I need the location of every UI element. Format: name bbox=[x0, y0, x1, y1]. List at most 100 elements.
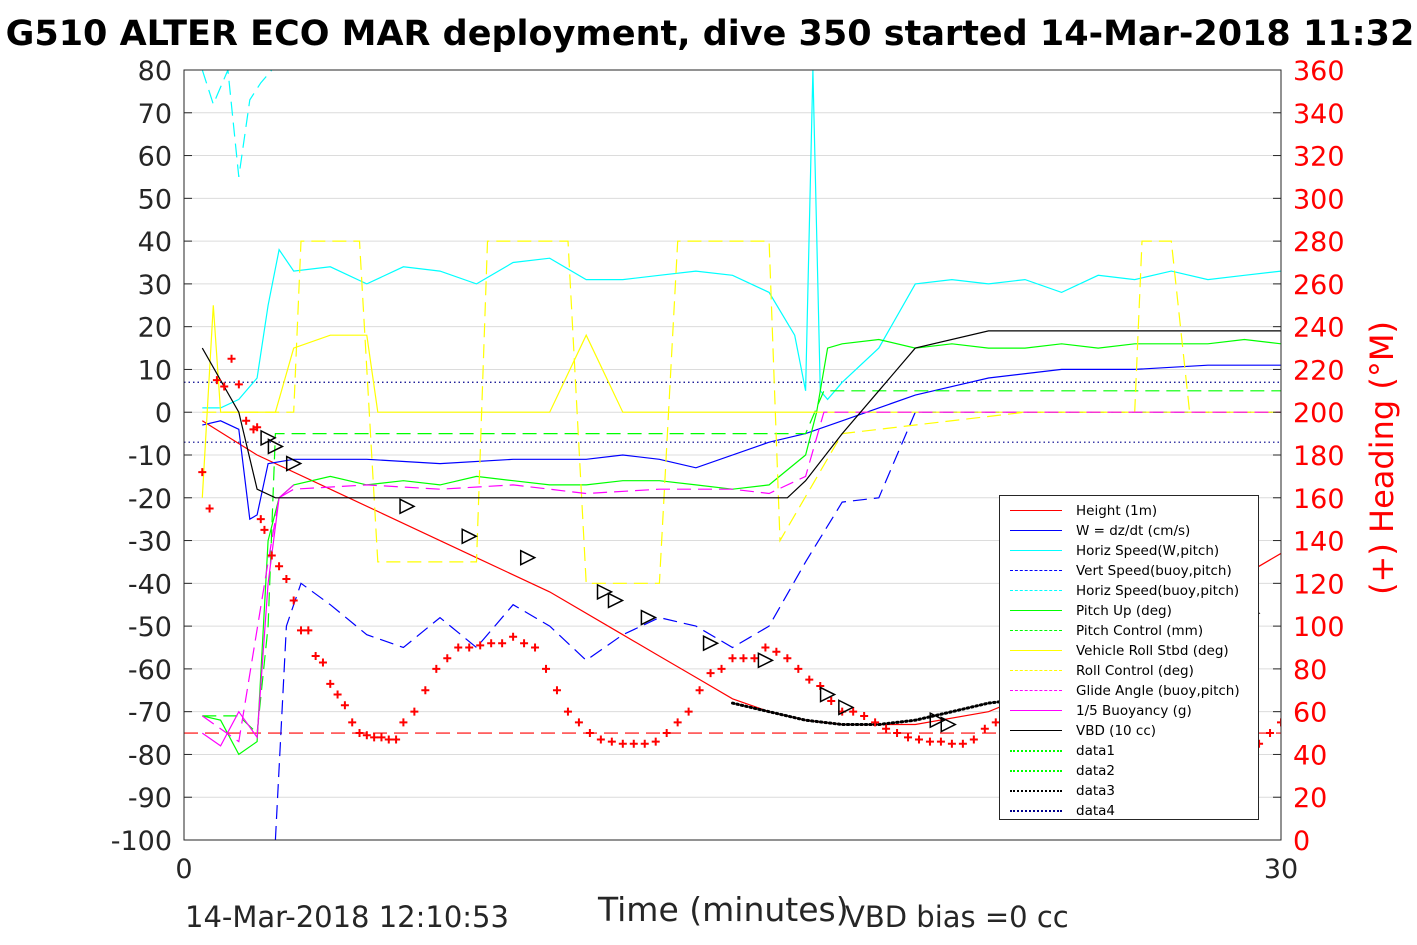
series-line-pitch-control-mm- bbox=[202, 390, 1281, 735]
heading-point bbox=[552, 686, 561, 695]
series-line-w-dz-dt-cm-s- bbox=[202, 364, 1281, 521]
right-tick-label: 80 bbox=[1293, 655, 1327, 686]
legend-entry: Horiz Speed(buoy,pitch) bbox=[1000, 582, 1260, 602]
heading-point bbox=[498, 639, 507, 648]
heading-point bbox=[370, 733, 379, 742]
legend-swatch bbox=[1010, 630, 1062, 631]
legend-entry: data2 bbox=[1000, 762, 1260, 782]
heading-point bbox=[531, 643, 540, 652]
triangle-marker bbox=[519, 549, 537, 566]
heading-point bbox=[706, 669, 715, 678]
left-tick-label: -100 bbox=[111, 826, 172, 857]
footer-vbd-bias: VBD bias =0 cc bbox=[845, 900, 1069, 934]
heading-point bbox=[728, 654, 737, 663]
heading-point bbox=[1332, 695, 1340, 703]
heading-point bbox=[256, 515, 265, 524]
triangle-marker bbox=[461, 528, 478, 545]
series-line-vehicle-roll-stbd-deg- bbox=[201, 305, 1281, 498]
triangle-marker bbox=[929, 712, 946, 729]
heading-point bbox=[750, 654, 759, 663]
heading-point bbox=[443, 654, 452, 663]
heading-point bbox=[242, 416, 251, 425]
legend-swatch bbox=[1010, 610, 1062, 611]
legend-entry: VBD (10 cc) bbox=[1000, 722, 1260, 742]
legend-label: Pitch Up (deg) bbox=[1076, 603, 1172, 619]
legend-label: Vert Speed(buoy,pitch) bbox=[1076, 563, 1232, 579]
right-tick-label: 360 bbox=[1293, 56, 1345, 87]
heading-point bbox=[392, 735, 401, 744]
legend-swatch bbox=[1010, 790, 1062, 792]
right-tick-label: 320 bbox=[1293, 142, 1345, 173]
legend-swatch bbox=[1010, 590, 1062, 591]
legend-entry: Glide Angle (buoy,pitch) bbox=[1000, 682, 1260, 702]
heading-point bbox=[348, 718, 357, 727]
tick-labels: 80706050403020100-10-20-30-40-50-60-70-8… bbox=[111, 56, 1345, 885]
heading-point bbox=[275, 562, 284, 571]
legend-entry: 1/5 Buoyancy (g) bbox=[1000, 702, 1260, 722]
heading-point bbox=[849, 707, 858, 716]
legend-label: W = dz/dt (cm/s) bbox=[1076, 523, 1191, 539]
heading-point bbox=[220, 382, 229, 391]
heading-point bbox=[340, 701, 349, 710]
heading-point bbox=[304, 626, 313, 635]
legend-entry: data1 bbox=[1000, 742, 1260, 762]
x-tick-label: 30 bbox=[1264, 854, 1298, 885]
legend: Height (1m) W = dz/dt (cm/s) Horiz Speed(W… bbox=[999, 495, 1259, 820]
heading-point bbox=[914, 735, 923, 744]
legend-swatch bbox=[1010, 750, 1062, 752]
series-line-horiz-speed-buoy-pitch- bbox=[201, 70, 273, 177]
heading-point bbox=[794, 664, 803, 673]
series-lines bbox=[201, 70, 1281, 840]
left-tick-label: 10 bbox=[138, 355, 172, 386]
triangle-marker bbox=[838, 699, 855, 716]
left-tick-label: 0 bbox=[155, 398, 172, 429]
footer-timestamp: 14-Mar-2018 12:10:53 bbox=[185, 900, 509, 934]
heading-point bbox=[355, 729, 364, 738]
right-tick-label: 100 bbox=[1293, 612, 1345, 643]
right-tick-label: 160 bbox=[1293, 484, 1345, 515]
left-tick-label: 50 bbox=[138, 184, 172, 215]
legend-entry: W = dz/dt (cm/s) bbox=[1000, 522, 1260, 542]
heading-point bbox=[227, 354, 236, 363]
series-line-horiz-speed-w-pitch- bbox=[202, 70, 1281, 409]
heading-point bbox=[739, 654, 748, 663]
right-tick-label: 200 bbox=[1293, 398, 1345, 429]
heading-point bbox=[805, 675, 814, 684]
legend-label: Horiz Speed(buoy,pitch) bbox=[1076, 583, 1240, 599]
triangle-marker bbox=[757, 652, 775, 669]
legend-swatch bbox=[1010, 650, 1062, 651]
heading-point bbox=[282, 575, 291, 584]
heading-point bbox=[662, 729, 671, 738]
heading-point bbox=[882, 724, 891, 733]
heading-point bbox=[1354, 718, 1362, 726]
legend-entry: data3 bbox=[1000, 782, 1260, 802]
right-tick-label: 300 bbox=[1293, 184, 1345, 215]
triangle-marker bbox=[607, 592, 625, 609]
heading-point bbox=[607, 737, 616, 746]
left-tick-label: 60 bbox=[138, 142, 172, 173]
heading-point bbox=[772, 647, 781, 656]
left-tick-label: 30 bbox=[138, 270, 172, 301]
left-tick-label: -80 bbox=[128, 740, 172, 771]
heading-point bbox=[377, 733, 386, 742]
heading-point bbox=[695, 686, 704, 695]
left-tick-label: 70 bbox=[138, 99, 172, 130]
series-line-vert-speed-buoy-pitch- bbox=[274, 411, 1281, 840]
left-tick-label: -10 bbox=[128, 441, 172, 472]
heading-point bbox=[432, 664, 441, 673]
legend-swatch bbox=[1010, 690, 1062, 691]
left-tick-label: 20 bbox=[138, 313, 172, 344]
heading-point bbox=[454, 643, 463, 652]
heading-point bbox=[399, 718, 408, 727]
left-tick-label: -50 bbox=[128, 612, 172, 643]
x-axis-label: Time (minutes) bbox=[598, 890, 849, 929]
heading-point bbox=[542, 664, 551, 673]
heading-point bbox=[465, 643, 474, 652]
heading-point bbox=[1398, 740, 1406, 748]
legend-entry: Pitch Up (deg) bbox=[1000, 602, 1260, 622]
heading-point bbox=[267, 551, 276, 560]
right-tick-label: 20 bbox=[1293, 783, 1327, 814]
series-line-pitch-up-deg- bbox=[202, 338, 1281, 756]
heading-point bbox=[289, 596, 298, 605]
